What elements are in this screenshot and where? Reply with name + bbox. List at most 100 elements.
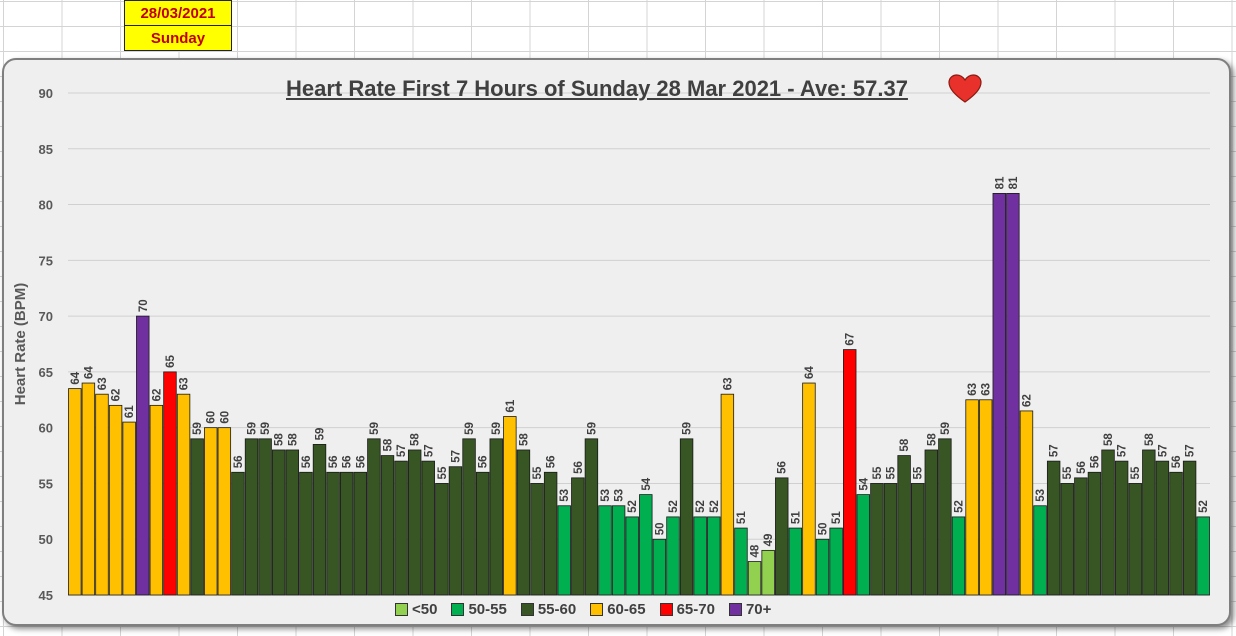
bar xyxy=(1196,516,1210,596)
bar xyxy=(367,438,381,596)
data-label: 57 xyxy=(450,450,462,463)
data-label: 62 xyxy=(111,389,123,402)
y-tick-label: 50 xyxy=(39,532,53,547)
data-label: 58 xyxy=(899,438,911,451)
bar xyxy=(951,516,966,596)
bar xyxy=(1182,460,1197,596)
data-label: 55 xyxy=(872,466,884,479)
bar xyxy=(1060,483,1074,596)
data-label: 48 xyxy=(750,544,762,557)
day-cell[interactable]: Sunday xyxy=(124,25,232,51)
data-label: 55 xyxy=(532,466,544,479)
y-tick-label: 80 xyxy=(39,198,53,213)
bar xyxy=(380,455,395,596)
bar xyxy=(666,516,680,596)
bar xyxy=(407,449,422,596)
legend-swatch xyxy=(395,603,408,616)
data-label: 63 xyxy=(981,383,993,396)
data-label: 59 xyxy=(315,428,327,441)
data-label: 57 xyxy=(1049,444,1061,457)
bar xyxy=(272,449,286,596)
bar xyxy=(856,494,871,596)
data-label: 50 xyxy=(818,522,830,535)
bar xyxy=(1019,410,1034,596)
legend-label: <50 xyxy=(412,601,438,618)
bar xyxy=(435,483,449,596)
data-label: 55 xyxy=(886,466,898,479)
data-label: 64 xyxy=(70,371,82,384)
legend-label: 50-55 xyxy=(468,601,507,618)
legend-swatch xyxy=(659,603,673,616)
data-label: 63 xyxy=(967,383,979,396)
data-label: 51 xyxy=(736,511,748,524)
bar xyxy=(176,393,191,596)
data-label: 53 xyxy=(1035,489,1047,502)
bar xyxy=(516,449,531,596)
chart-legend: <50 50-55 55-60 60-65 65-70 70+ xyxy=(395,601,771,618)
bar xyxy=(136,315,150,596)
bar xyxy=(897,455,911,596)
bar xyxy=(747,561,762,596)
bar xyxy=(108,404,123,596)
bar xyxy=(788,527,803,596)
heart-icon xyxy=(948,74,982,103)
y-tick-label: 85 xyxy=(39,142,53,157)
data-label: 56 xyxy=(1076,461,1088,474)
bar xyxy=(95,393,109,596)
bar xyxy=(598,505,612,596)
bar xyxy=(312,443,327,596)
data-label: 58 xyxy=(518,433,530,446)
bar xyxy=(394,460,408,596)
data-label: 57 xyxy=(396,444,408,457)
data-label: 56 xyxy=(301,455,313,468)
data-label: 52 xyxy=(1198,500,1210,513)
data-label: 49 xyxy=(763,534,775,547)
bar xyxy=(326,471,340,596)
bar xyxy=(843,349,857,596)
bar xyxy=(639,494,653,596)
legend-entry: 60-65 xyxy=(590,601,646,618)
data-label: 56 xyxy=(573,461,585,474)
data-label: 56 xyxy=(355,455,367,468)
data-label: 67 xyxy=(845,333,857,346)
bar xyxy=(190,438,204,596)
legend-swatch xyxy=(590,603,604,616)
data-label: 56 xyxy=(777,461,789,474)
data-label: 53 xyxy=(614,489,626,502)
data-label: 59 xyxy=(940,422,952,435)
bar xyxy=(938,438,952,596)
data-label: 51 xyxy=(831,511,843,524)
bar xyxy=(1169,471,1183,596)
legend-label: 60-65 xyxy=(607,601,646,618)
bar xyxy=(285,449,300,596)
data-label: 58 xyxy=(1144,433,1156,446)
data-label: 58 xyxy=(926,433,938,446)
data-label: 59 xyxy=(464,422,476,435)
bar xyxy=(883,483,898,596)
legend-label: 65-70 xyxy=(676,601,715,618)
data-label: 57 xyxy=(1157,444,1169,457)
data-label: 57 xyxy=(1117,444,1129,457)
data-label: 54 xyxy=(641,477,653,490)
data-label: 63 xyxy=(722,377,734,390)
bar xyxy=(1128,483,1142,596)
data-label: 58 xyxy=(287,433,299,446)
y-tick-label: 70 xyxy=(39,309,53,324)
bar xyxy=(992,192,1006,596)
bar xyxy=(571,477,585,596)
bar xyxy=(1155,460,1170,596)
data-label: 52 xyxy=(695,500,707,513)
legend-swatch xyxy=(520,603,534,616)
data-label: 52 xyxy=(668,500,680,513)
legend-entry: 50-55 xyxy=(451,601,507,618)
bar xyxy=(1142,449,1156,596)
data-label: 62 xyxy=(151,389,163,402)
y-tick-label: 90 xyxy=(39,86,53,101)
date-cell[interactable]: 28/03/2021 xyxy=(124,0,232,26)
legend-swatch xyxy=(728,603,742,616)
data-label: 60 xyxy=(219,411,231,424)
bar xyxy=(1101,449,1115,596)
y-tick-label: 55 xyxy=(39,476,53,491)
data-label: 56 xyxy=(1171,455,1183,468)
legend-label: 70+ xyxy=(745,601,772,618)
